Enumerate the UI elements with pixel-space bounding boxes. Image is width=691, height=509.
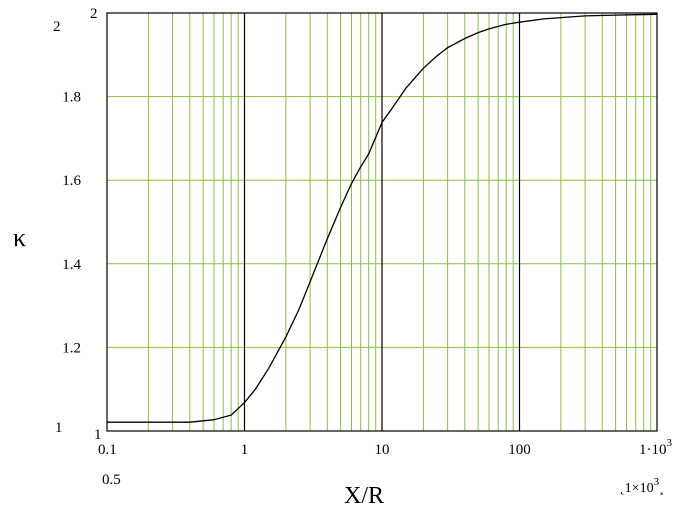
x-tick-label: 0.1 [98,442,117,458]
x-tick-label: 100 [508,442,531,458]
range-max-exponent: 3 [654,476,660,488]
y-axis-min-outer-label: 1 [55,420,63,436]
data-series-line [107,13,658,423]
y-tick-label: 1.4 [62,257,81,273]
x-axis-title: X/R [344,483,384,509]
x-tick-label: 10 [375,442,390,458]
y-tick-label: 1 [94,427,102,443]
x-tick-exponent: 3 [667,437,673,449]
plot-frame [106,12,658,432]
x-tick-label: 1·103 [639,437,673,458]
y-tick-label: 1.2 [62,340,81,356]
grid-layer [107,13,657,431]
x-range-min-label: 0.5 [102,472,121,488]
y-tick-label: 1.6 [62,173,81,189]
range-max-close-bracket: ¸ [659,481,664,496]
range-max-mantissa: 1×10 [625,481,654,496]
y-axis-title: κ [13,223,26,252]
y-axis-max-outer-label: 2 [53,19,61,35]
range-max-open-bracket: ˛ [620,481,625,496]
x-tick-label: 1 [241,442,249,458]
y-tick-label: 2 [90,6,98,22]
y-tick-label: 1.8 [62,90,81,106]
x-range-max-label: ˛1×103¸ [620,476,664,496]
